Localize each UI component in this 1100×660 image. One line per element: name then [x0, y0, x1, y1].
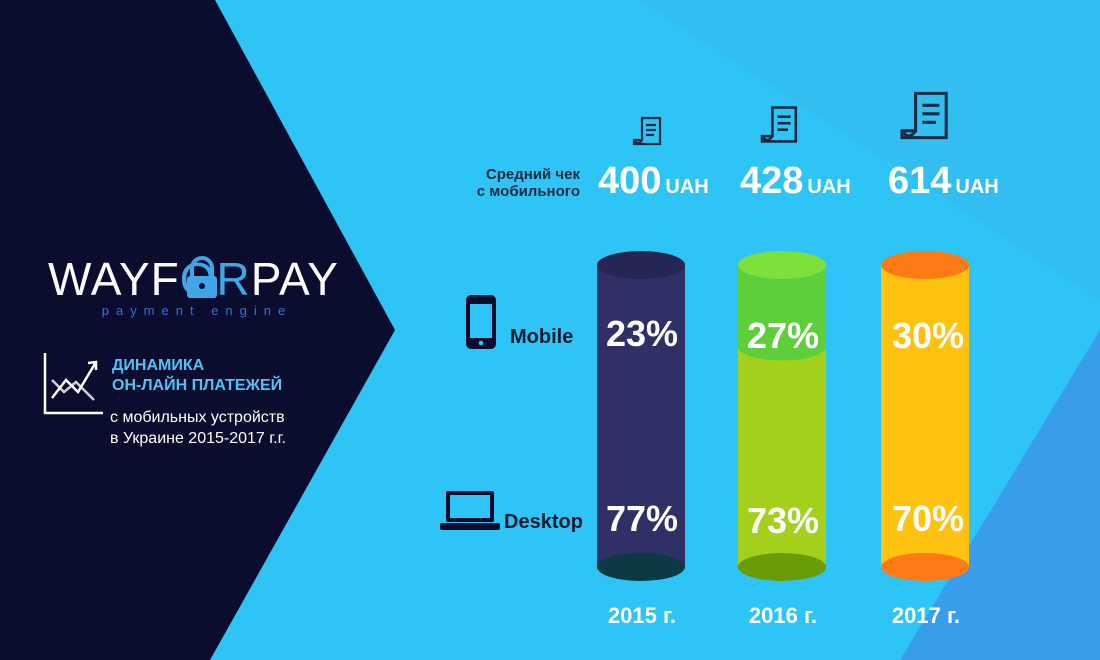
headline-line1: ДИНАМИКА	[112, 357, 205, 374]
bar-top-cap-2017	[881, 251, 969, 279]
pct-mobile-2017: 30%	[891, 315, 965, 356]
pct-desktop-2016: 73%	[746, 500, 820, 541]
legend-mobile: Mobile	[510, 326, 574, 348]
bar-mobile-2017	[881, 265, 969, 356]
laptop-icon	[440, 491, 500, 530]
legend-desktop: Desktop	[504, 511, 583, 533]
pct-mobile-2015: 23%	[605, 313, 679, 354]
receipt-icon	[632, 116, 662, 146]
smartphone-icon	[466, 295, 496, 349]
receipt-icon	[760, 106, 798, 143]
bar-bottom-cap-2015	[597, 553, 685, 581]
pct-desktop-2017: 70%	[891, 498, 965, 539]
year-label-2015: 2015 г.	[607, 603, 677, 628]
currency-label: UAH	[955, 176, 999, 198]
receipt-icon	[900, 91, 948, 140]
brand-logo: WAYFORPAY	[48, 252, 348, 306]
pct-desktop-2015: 77%	[605, 498, 679, 539]
bar-desktop-2015	[597, 334, 685, 567]
padlock-icon	[187, 256, 217, 298]
currency-label: UAH	[807, 176, 851, 198]
bar-top-cap-2015	[597, 251, 685, 279]
logo-text-or: OR	[179, 253, 251, 305]
avg-check-label-line2: с мобильного	[476, 183, 580, 200]
headline-subtitle: с мобильных устройств в Украине 2015-201…	[110, 407, 286, 449]
bar-top-cap-2016	[738, 251, 826, 279]
year-label-2017: 2017 г.	[891, 603, 961, 628]
headline-line2: ОН-ЛАЙН ПЛАТЕЖЕЙ	[112, 377, 283, 394]
avg-check-label-line1: Средний чек	[485, 166, 580, 183]
growth-chart-icon	[43, 353, 103, 415]
avg-check-value: 400	[598, 160, 662, 202]
year-label-2016: 2016 г.	[748, 603, 818, 628]
headline-title: ДИНАМИКА ОН-ЛАЙН ПЛАТЕЖЕЙ	[112, 356, 282, 396]
logo-text-pay: PAY	[250, 253, 339, 305]
avg-check-label: Средний чек с мобильного	[440, 166, 580, 200]
bar-bottom-cap-2017	[881, 553, 969, 581]
background-light-wedge	[640, 0, 1100, 300]
avg-check-2016: 428 UAH	[740, 160, 851, 203]
bar-bottom-cap-2016	[738, 553, 826, 581]
bar-split-curve-2016	[738, 346, 826, 361]
headline-line4: в Украине 2015-2017 г.г.	[110, 430, 286, 447]
avg-check-value: 428	[740, 160, 804, 202]
bars	[597, 251, 969, 581]
bar-desktop-2016	[738, 346, 826, 567]
avg-check-2017: 614 UAH	[888, 160, 999, 203]
bar-desktop-2017	[881, 355, 969, 567]
brand-tagline: payment engine	[101, 303, 293, 318]
headline-line3: с мобильных устройств	[110, 409, 285, 426]
pct-mobile-2016: 27%	[746, 315, 820, 356]
avg-check-2015: 400 UAH	[598, 160, 709, 203]
avg-check-value: 614	[888, 160, 952, 202]
dark-panel	[0, 0, 395, 660]
currency-label: UAH	[665, 176, 709, 198]
logo-text-way: WAYF	[48, 253, 180, 305]
